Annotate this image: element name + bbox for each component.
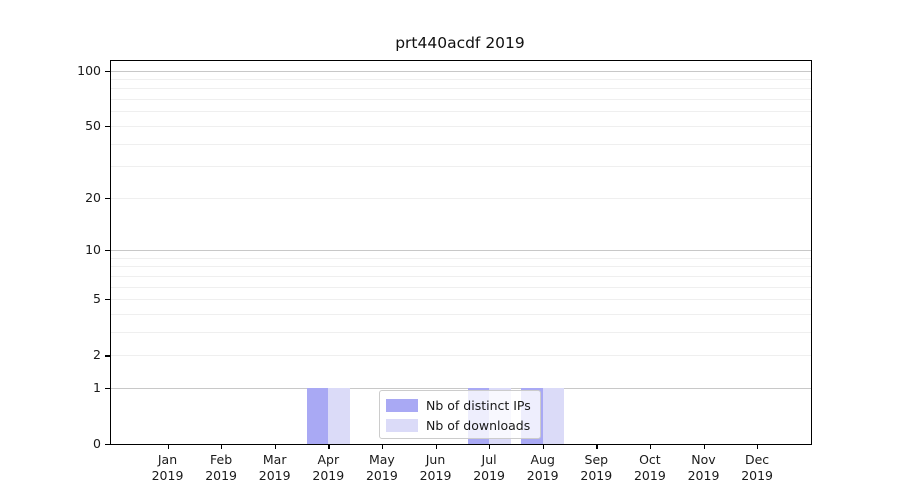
gridline-minor [111, 197, 811, 199]
legend-item-nb-of-distinct-ips: Nb of distinct IPs [386, 395, 534, 415]
gridline-minor [111, 286, 811, 288]
x-tick [274, 444, 277, 449]
x-tick [489, 444, 491, 449]
y-tick-label: 2 [93, 347, 101, 363]
gridline-major [111, 249, 811, 251]
x-tick [328, 444, 330, 449]
chart-title: prt440acdf 2019 [395, 34, 525, 52]
gridline-minor [111, 166, 811, 168]
legend-swatch [386, 418, 418, 432]
gridline-minor [111, 355, 811, 357]
gridline-minor [111, 79, 811, 81]
x-tick-label: Aug 2019 [526, 452, 559, 483]
x-tick-label: Sep 2019 [580, 452, 613, 483]
gridline-minor [111, 331, 811, 333]
x-tick [596, 444, 598, 449]
bar-nb-of-downloads-aug-2019 [542, 387, 565, 444]
y-tick [105, 355, 110, 357]
legend: Nb of distinct IPs Nb of downloads [379, 390, 541, 439]
x-tick-label: Feb 2019 [205, 452, 237, 483]
y-tick-label: 5 [93, 291, 101, 307]
x-tick-label: Oct 2019 [633, 452, 666, 483]
y-tick [105, 299, 110, 301]
y-tick [105, 444, 110, 446]
y-tick-label: 0 [93, 436, 101, 451]
bar-nb-of-downloads-apr-2019 [328, 387, 350, 444]
x-tick-label: Mar 2019 [258, 452, 291, 483]
x-tick [542, 444, 545, 449]
x-tick-label: Nov 2019 [687, 452, 720, 483]
gridline-minor [111, 99, 811, 101]
x-tick [221, 444, 223, 449]
legend-item-nb-of-downloads: Nb of downloads [386, 415, 534, 435]
y-tick [105, 387, 110, 390]
gridline-major [111, 387, 811, 389]
gridline-minor [111, 275, 811, 277]
gridline-minor [111, 125, 811, 127]
gridline-major [111, 70, 811, 72]
y-tick [105, 249, 110, 252]
x-tick [381, 444, 384, 449]
x-tick-label: Jun 2019 [419, 452, 452, 483]
x-tick [757, 444, 759, 449]
gridline-minor [111, 266, 811, 268]
gridline-minor [111, 111, 811, 113]
y-tick-label: 20 [85, 189, 101, 205]
plot-area: Nb of distinct IPs Nb of downloads 0 1 2 5 10… [77, 60, 812, 483]
y-tick [105, 197, 110, 200]
x-tick [649, 444, 652, 449]
x-tick-label: Apr 2019 [312, 452, 345, 483]
legend-swatch [386, 398, 418, 412]
x-tick [435, 444, 437, 449]
gridline-minor [111, 313, 811, 315]
y-tick [105, 70, 110, 72]
gridline-minor [111, 143, 811, 145]
y-tick-label: 50 [85, 117, 101, 133]
bar-nb-of-distinct-ips-apr-2019 [306, 387, 329, 444]
y-tick-label: 1 [93, 379, 101, 395]
y-tick-label: 10 [85, 241, 101, 257]
x-tick-label: Jul 2019 [473, 452, 505, 483]
x-tick [167, 444, 169, 449]
x-tick [703, 444, 705, 449]
gridline-minor [111, 257, 811, 259]
gridline-minor [111, 88, 811, 90]
gridline-minor [111, 299, 811, 301]
x-tick-label: Dec 2019 [741, 452, 773, 483]
y-tick-label: 100 [77, 62, 101, 78]
x-tick-label: May 2019 [365, 452, 398, 483]
x-tick-label: Jan 2019 [151, 452, 184, 483]
y-tick [105, 125, 110, 128]
legend-label: Nb of downloads [426, 417, 531, 433]
legend-label: Nb of distinct IPs [426, 397, 531, 413]
